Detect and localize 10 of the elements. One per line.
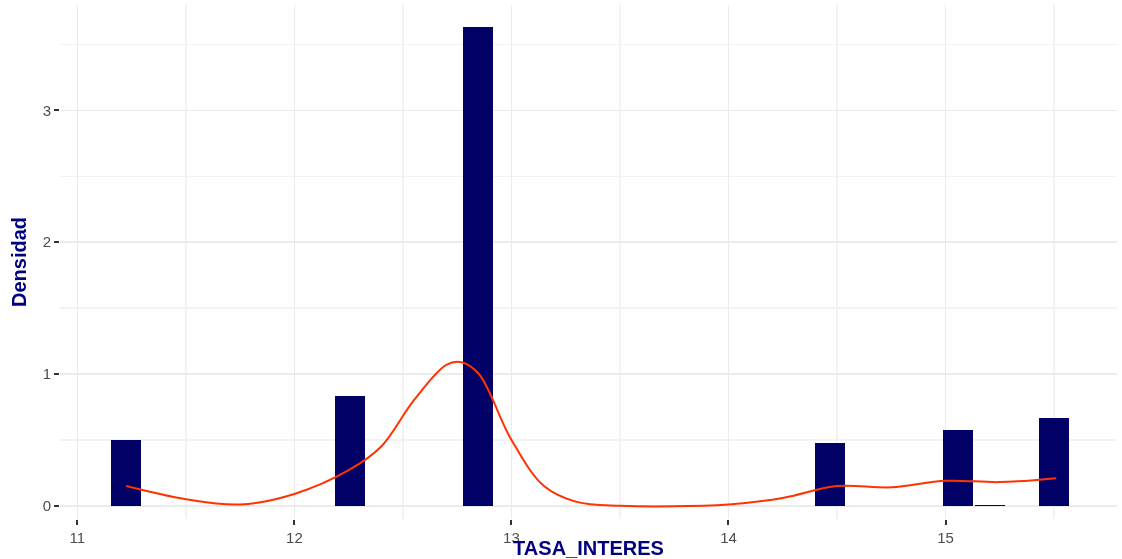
x-tick-label: 12 [286, 529, 303, 546]
y-tick-label: 2 [42, 233, 51, 251]
line-series [125, 361, 1058, 508]
y-tick-label: 1 [42, 365, 51, 383]
x-tick-label: 11 [69, 529, 86, 546]
y-tick-label: 3 [42, 101, 51, 119]
y-axis-title: Densidad [8, 216, 31, 308]
y-tick-label: 0 [42, 497, 51, 515]
x-tick-label: 15 [937, 529, 954, 546]
x-tick-label: 14 [720, 529, 737, 546]
